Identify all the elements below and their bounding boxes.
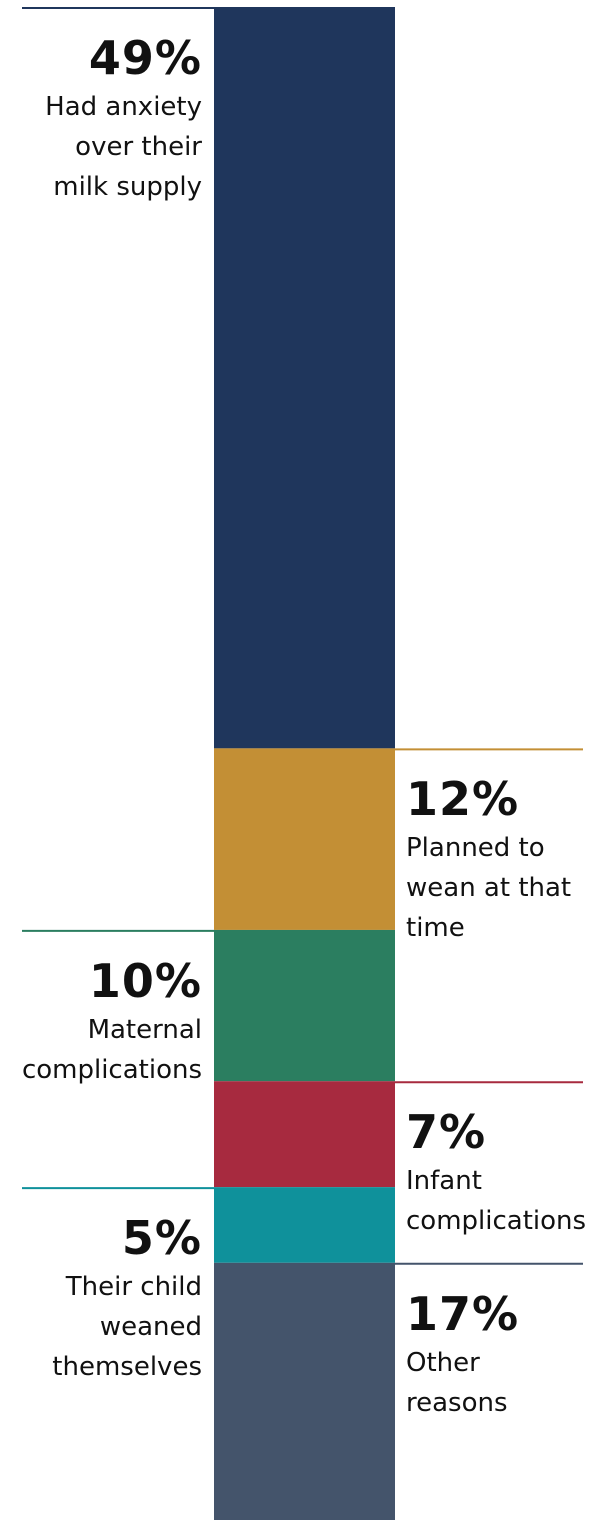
segment-value-label: 10% [88, 953, 202, 1008]
segment-label-4: 7% Infant complications [406, 1109, 586, 1241]
segment-label-1: 49% Had anxiety over their milk supply [45, 35, 202, 207]
segment-category-label: Maternal complications [22, 1010, 202, 1090]
category-label-line: over their [75, 132, 202, 162]
segment-value-label: 49% [88, 31, 202, 85]
category-label-line: Infant [406, 1166, 482, 1197]
segment-category-label: Planned to wean at that time [406, 828, 571, 948]
category-label-line: Maternal [87, 1014, 202, 1045]
segment-label-6: 17% Other reasons [406, 1291, 519, 1423]
category-label-line: time [406, 913, 465, 944]
bar-segment-6 [214, 1262, 395, 1520]
segment-category-label: Other reasons [406, 1343, 519, 1423]
bar-segment-2 [214, 748, 395, 930]
segment-value-label: 5% [121, 1211, 202, 1266]
category-label-line: Their child [65, 1272, 202, 1303]
segment-label-2: 12% Planned to wean at that time [406, 776, 571, 948]
segment-category-label: Their child weaned themselves [52, 1267, 202, 1387]
bar-segment-5 [214, 1187, 395, 1263]
segment-category-label: Had anxiety over their milk supply [45, 87, 202, 207]
segment-value-label: 7% [406, 1105, 487, 1160]
segment-label-3: 10% Maternal complications [22, 958, 202, 1090]
category-label-line: themselves [52, 1352, 202, 1383]
category-label-line: Other [406, 1347, 480, 1378]
category-label-line: milk supply [53, 172, 202, 202]
category-label-line: wean at that [406, 873, 572, 904]
segment-label-5: 5% Their child weaned themselves [52, 1215, 202, 1387]
category-label-line: complications [406, 1206, 587, 1237]
bar-segment-3 [214, 929, 395, 1082]
bar-segment-4 [214, 1081, 395, 1188]
category-label-line: weaned [99, 1312, 202, 1343]
segment-value-label: 17% [406, 1286, 520, 1341]
category-label-line: Had anxiety [45, 92, 202, 122]
category-label-line: reasons [406, 1387, 508, 1418]
segment-category-label: Infant complications [406, 1161, 586, 1241]
segment-value-label: 12% [406, 772, 520, 827]
category-label-line: complications [21, 1054, 202, 1085]
category-label-line: Planned to [406, 833, 545, 864]
bar-segment-1 [214, 7, 395, 749]
